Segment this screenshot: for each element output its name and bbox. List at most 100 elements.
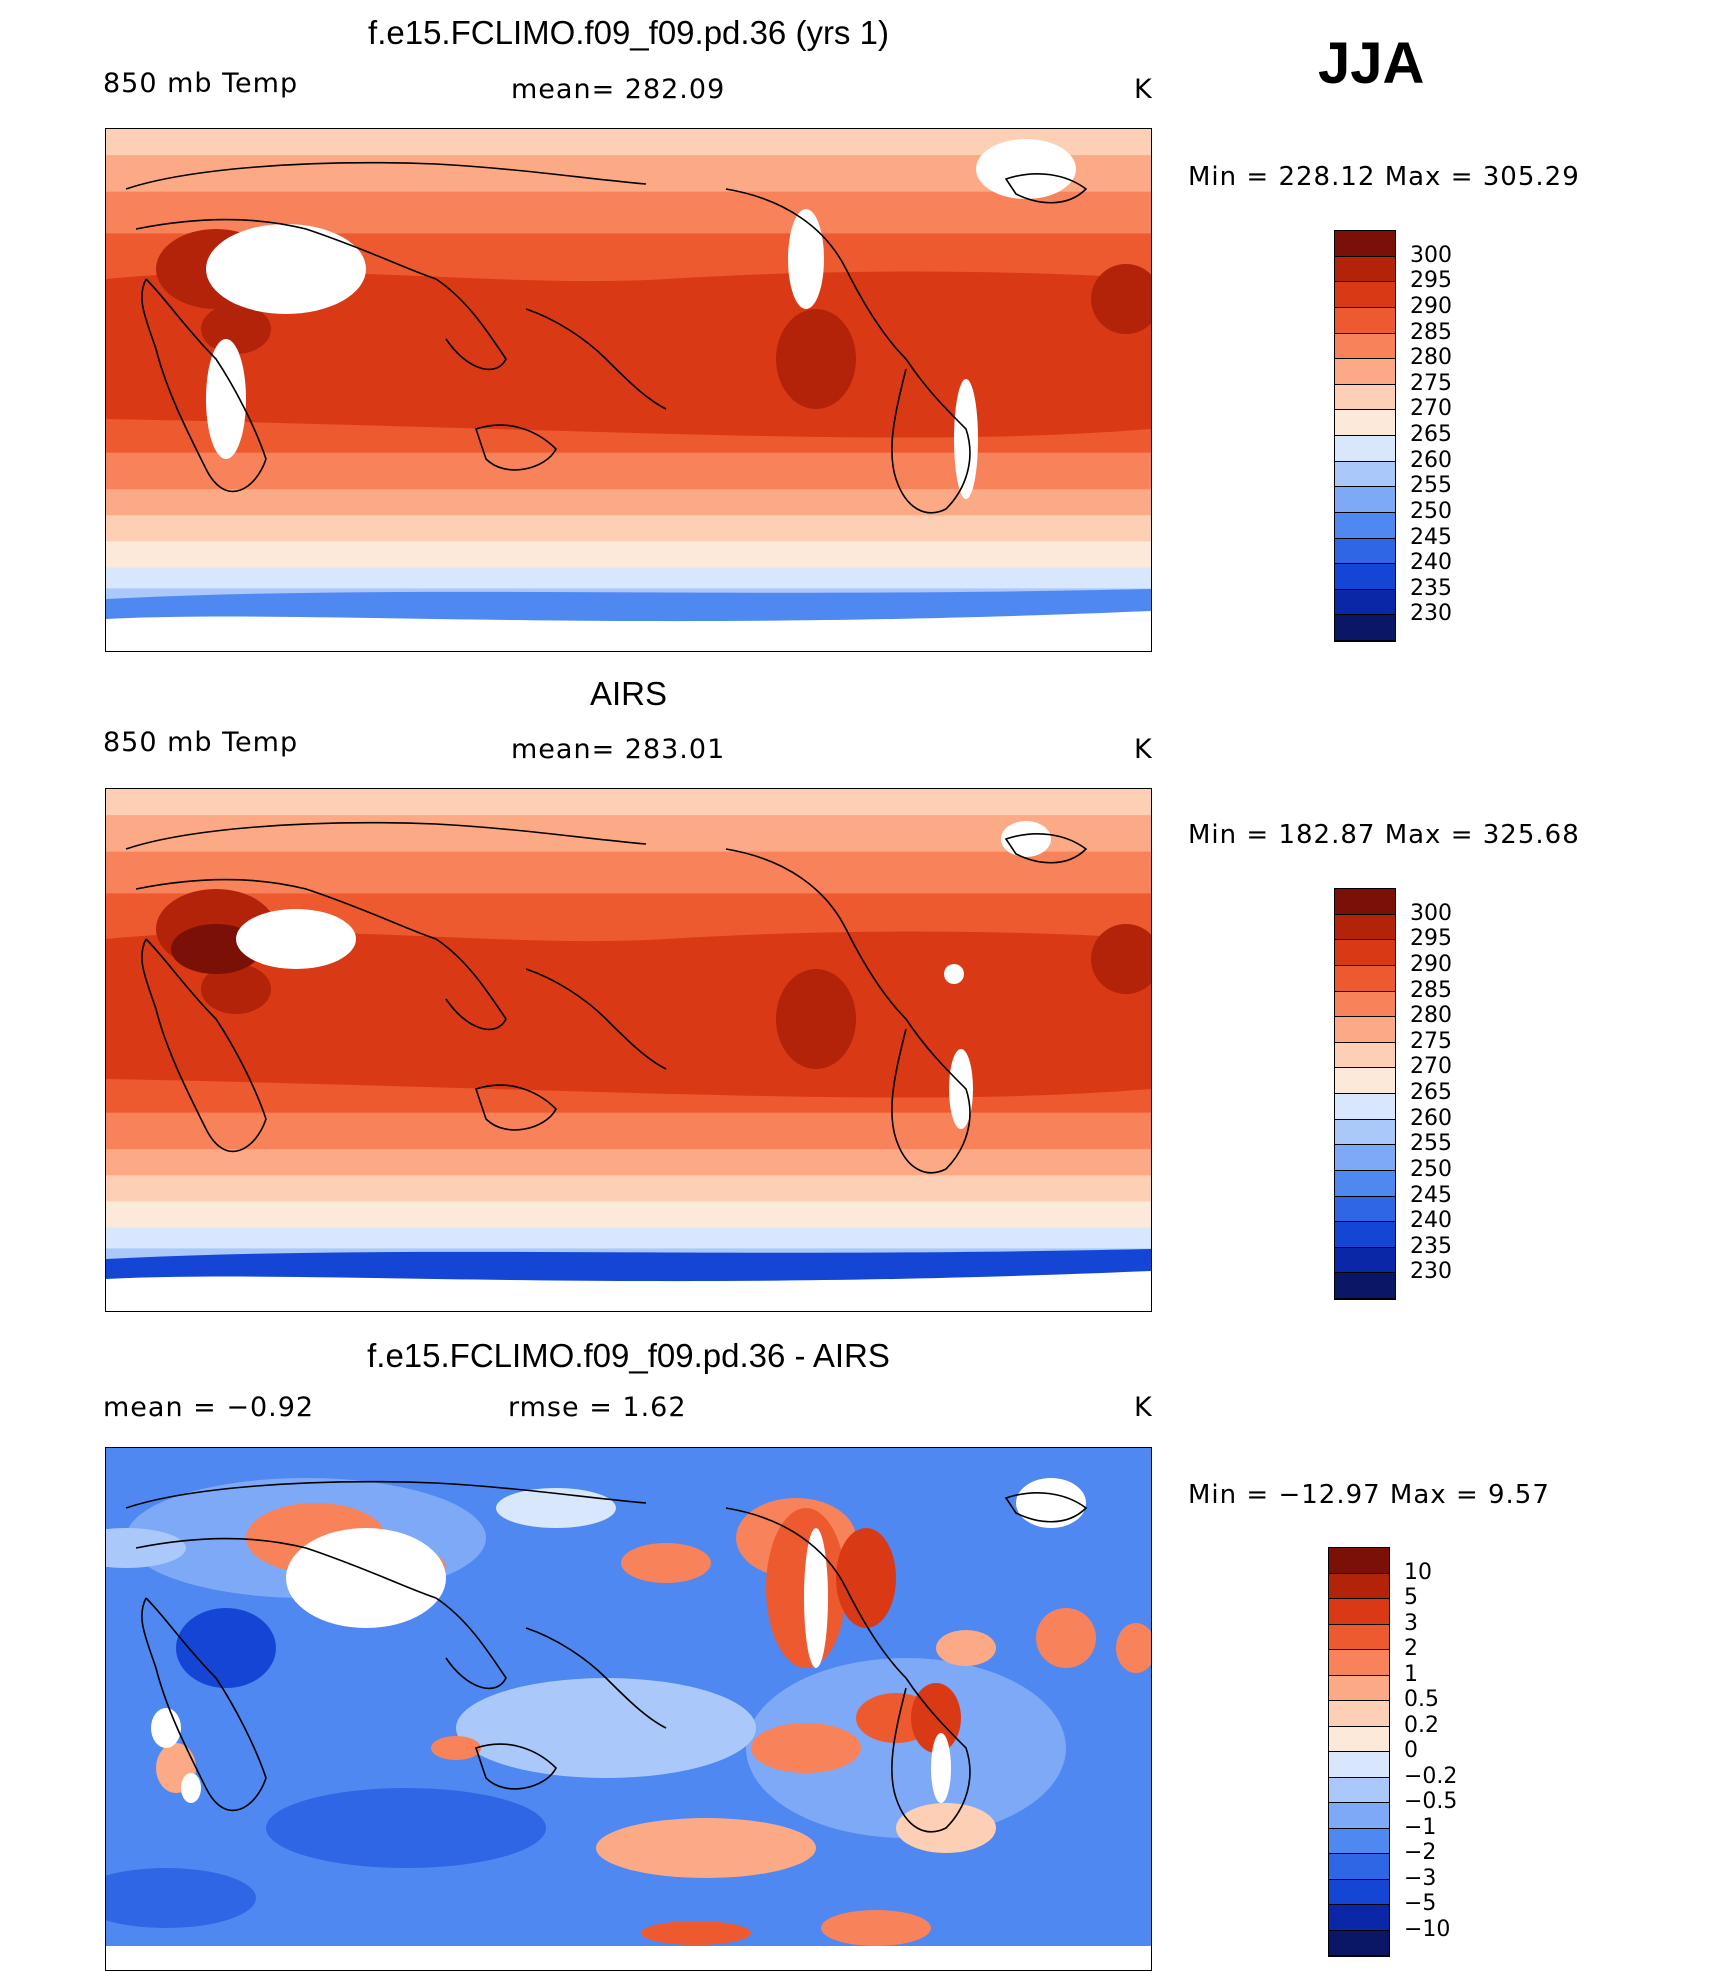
panel3-title: f.e15.FCLIMO.f09_f09.pd.36 - AIRS — [367, 1337, 890, 1374]
panel2-colorbar — [1334, 888, 1396, 1300]
colorbar-tick-label: 0.2 — [1404, 1712, 1439, 1738]
coastline — [435, 938, 507, 1031]
colorbar-tick-label: 250 — [1410, 1156, 1452, 1182]
hot-spot — [1091, 924, 1151, 994]
colorbar-tick-label: 295 — [1410, 268, 1452, 294]
colorbar-segment — [1335, 436, 1395, 462]
colorbar-segment — [1335, 1068, 1395, 1094]
colorbar-segment — [1329, 1905, 1389, 1931]
colorbar-tick-label: 0.5 — [1404, 1687, 1439, 1712]
colorbar-tick-label: 280 — [1410, 1003, 1452, 1029]
colorbar-segment — [1329, 1701, 1389, 1727]
zonal-band — [106, 851, 1151, 895]
missing-region — [931, 1733, 951, 1803]
zonal-band — [106, 1201, 1151, 1229]
panel3-rmse: rmse = 1.62 — [508, 1392, 687, 1423]
panel3-mean: mean = −0.92 — [103, 1392, 315, 1423]
colorbar-tick-label: −0.2 — [1404, 1763, 1458, 1789]
colorbar-tick-label: −3 — [1404, 1865, 1437, 1891]
coastline — [725, 848, 907, 1020]
colorbar-tick-label: 3 — [1404, 1610, 1418, 1636]
anomaly-region — [911, 1683, 961, 1753]
zonal-band — [106, 541, 1151, 569]
hot-spot — [776, 309, 856, 409]
panel2-variable: 850 mb Temp — [103, 727, 299, 758]
coastline — [141, 938, 267, 1153]
colorbar-tick-label: 295 — [1410, 926, 1452, 952]
coastline — [125, 1480, 647, 1509]
missing-region — [804, 1528, 828, 1668]
colorbar-tick-label: 260 — [1410, 1105, 1452, 1131]
zonal-band — [106, 129, 1151, 157]
anomaly-region — [496, 1488, 616, 1528]
missing-region — [286, 1528, 446, 1628]
colorbar-tick-label: 265 — [1410, 422, 1452, 447]
colorbar-segment — [1335, 564, 1395, 590]
coastline — [474, 424, 557, 471]
panel3-min-max: Min = −12.97 Max = 9.57 — [1188, 1480, 1550, 1510]
colorbar-tick-label: −1 — [1404, 1814, 1437, 1840]
colorbar-segment — [1335, 1017, 1395, 1043]
panel3-colorbar — [1328, 1547, 1390, 1957]
hot-spot — [1091, 264, 1151, 334]
colorbar-segment — [1335, 589, 1395, 616]
colorbar-tick-label: 250 — [1410, 498, 1452, 524]
colorbar-segment — [1329, 1854, 1389, 1880]
colorbar-segment — [1329, 1726, 1389, 1752]
zonal-band — [106, 1227, 1151, 1250]
coastline — [435, 1597, 507, 1690]
coastline — [725, 188, 907, 360]
colorbar-segment — [1335, 615, 1395, 641]
hot-spot — [201, 964, 271, 1014]
coastline — [725, 1507, 907, 1679]
colorbar-tick-label: 245 — [1410, 1182, 1452, 1208]
colorbar-tick-label: 265 — [1410, 1080, 1452, 1105]
hot-spot — [201, 304, 271, 354]
season-label: JJA — [1318, 31, 1425, 96]
anomaly-region — [751, 1723, 861, 1773]
colorbar-segment — [1335, 256, 1395, 283]
missing-region — [954, 379, 978, 499]
anomaly-region — [266, 1788, 546, 1868]
coastline — [891, 1018, 971, 1174]
colorbar-tick-label: 230 — [1410, 601, 1452, 627]
colorbar-tick-label: 230 — [1410, 1259, 1452, 1285]
colorbar-segment — [1335, 940, 1395, 966]
anomaly-region — [106, 1868, 256, 1928]
colorbar-tick-label: 0 — [1404, 1738, 1418, 1763]
missing-region — [949, 1049, 973, 1129]
colorbar-tick-label: 275 — [1410, 370, 1452, 396]
missing-region — [976, 139, 1076, 199]
panel1-min-max: Min = 228.12 Max = 305.29 — [1188, 162, 1580, 192]
coastline — [125, 821, 647, 850]
colorbar-segment — [1335, 1247, 1395, 1274]
colorbar-tick-label: −10 — [1404, 1916, 1451, 1942]
colorbar-tick-label: 255 — [1410, 473, 1452, 499]
panel1-title: f.e15.FCLIMO.f09_f09.pd.36 (yrs 1) — [368, 14, 889, 51]
colorbar-tick-label: 300 — [1410, 900, 1452, 926]
colorbar-tick-label: 285 — [1410, 319, 1452, 345]
coastline — [525, 308, 667, 410]
colorbar-tick-label: 270 — [1410, 1054, 1452, 1080]
colorbar-segment — [1335, 1042, 1395, 1069]
anomaly-region — [1036, 1608, 1096, 1668]
colorbar-segment — [1335, 538, 1395, 565]
panel3-map — [105, 1447, 1152, 1971]
colorbar-tick-label: 240 — [1410, 550, 1452, 576]
colorbar-tick-label: −5 — [1404, 1891, 1437, 1916]
colorbar-segment — [1329, 1803, 1389, 1829]
warm-core — [106, 931, 1151, 1098]
colorbar-segment — [1335, 487, 1395, 513]
coastline — [891, 358, 971, 514]
coastline — [1004, 173, 1088, 204]
anomaly-region — [176, 1608, 276, 1688]
hot-spot — [776, 969, 856, 1069]
colorbar-segment — [1335, 384, 1395, 411]
colorbar-segment — [1329, 1930, 1389, 1956]
missing-region — [206, 339, 246, 459]
colorbar-tick-label: 235 — [1410, 1233, 1452, 1259]
colorbar-segment — [1335, 889, 1395, 915]
zonal-band — [106, 1175, 1151, 1203]
panel1-colorbar — [1334, 230, 1396, 642]
colorbar-segment — [1335, 1273, 1395, 1299]
